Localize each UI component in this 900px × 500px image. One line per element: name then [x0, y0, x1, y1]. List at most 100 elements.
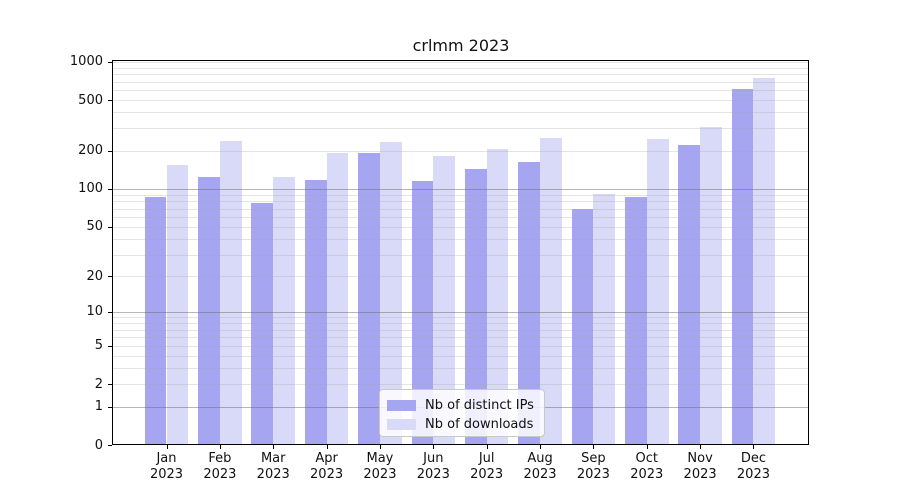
y-tick-mark — [108, 188, 112, 190]
minor-gridline — [113, 345, 809, 347]
legend-label-distinct-ips: Nb of distinct IPs — [425, 398, 534, 413]
bar-downloads — [326, 153, 349, 445]
minor-gridline — [113, 100, 809, 102]
x-tick-label: Sep 2023 — [576, 451, 610, 482]
y-tick-mark — [108, 276, 112, 278]
x-tick-mark — [593, 445, 595, 449]
y-tick-mark — [108, 150, 112, 152]
y-tick-label: 1000 — [69, 54, 103, 70]
bar-distinct-ips — [144, 196, 167, 445]
bar-distinct-ips — [358, 153, 380, 445]
bar-distinct-ips — [731, 89, 754, 445]
minor-gridline — [113, 67, 809, 69]
minor-gridline — [113, 226, 809, 228]
bar-distinct-ips — [624, 196, 647, 445]
y-tick-mark — [108, 61, 112, 63]
x-tick-label: Dec 2023 — [736, 451, 770, 482]
y-tick-mark — [108, 100, 112, 102]
minor-gridline — [113, 112, 809, 114]
y-tick-mark — [108, 311, 112, 313]
major-gridline — [113, 188, 809, 190]
minor-gridline — [113, 194, 809, 196]
x-tick-mark — [753, 445, 755, 449]
major-gridline — [113, 311, 809, 313]
x-tick-label: May 2023 — [363, 451, 397, 482]
legend-swatch-downloads — [387, 419, 416, 430]
minor-gridline — [113, 323, 809, 325]
bar-distinct-ips — [411, 180, 434, 445]
x-tick-label: Feb 2023 — [203, 451, 237, 482]
x-tick-label: Aug 2023 — [523, 451, 557, 482]
x-tick-mark — [433, 445, 435, 449]
legend-swatch-distinct-ips — [387, 400, 416, 411]
x-tick-mark — [379, 445, 381, 449]
minor-gridline — [113, 61, 809, 63]
y-tick-mark — [108, 226, 112, 228]
minor-gridline — [113, 368, 809, 370]
bar-downloads — [593, 194, 616, 445]
bar-downloads — [486, 149, 509, 445]
legend-item-distinct-ips: Nb of distinct IPs — [387, 397, 536, 414]
y-tick-label: 500 — [78, 92, 103, 108]
x-tick-mark — [700, 445, 702, 449]
chart-title: crlmm 2023 — [412, 36, 510, 55]
bar-downloads — [646, 138, 669, 445]
x-tick-mark — [540, 445, 542, 449]
minor-gridline — [113, 90, 809, 92]
bar-distinct-ips — [518, 162, 541, 445]
minor-gridline — [113, 81, 809, 83]
x-tick-label: Mar 2023 — [256, 451, 290, 482]
bar-downloads — [273, 177, 296, 445]
bar-distinct-ips — [198, 177, 220, 445]
minor-gridline — [113, 254, 809, 256]
bar-downloads — [700, 126, 722, 445]
bar-distinct-ips — [571, 209, 594, 445]
x-tick-mark — [326, 445, 328, 449]
minor-gridline — [113, 355, 809, 357]
minor-gridline — [113, 238, 809, 240]
x-tick-label: Apr 2023 — [310, 451, 344, 482]
y-tick-label: 0 — [94, 437, 103, 453]
x-tick-label: Jul 2023 — [470, 451, 504, 482]
minor-gridline — [113, 329, 809, 331]
minor-gridline — [113, 216, 809, 218]
bar-distinct-ips — [251, 203, 274, 445]
bar-distinct-ips — [678, 144, 701, 445]
x-tick-mark — [219, 445, 221, 449]
y-tick-label: 2 — [94, 376, 103, 392]
bar-downloads — [219, 141, 242, 445]
y-tick-label: 50 — [86, 219, 103, 235]
y-tick-label: 20 — [86, 268, 103, 284]
y-tick-label: 1 — [94, 399, 103, 415]
legend: Nb of distinct IPs Nb of downloads — [379, 389, 545, 437]
y-tick-mark — [108, 445, 112, 446]
bar-downloads — [166, 164, 189, 445]
x-tick-label: Jun 2023 — [416, 451, 450, 482]
x-tick-mark — [166, 445, 168, 449]
minor-gridline — [113, 74, 809, 76]
bar-downloads — [433, 156, 456, 445]
minor-gridline — [113, 337, 809, 339]
legend-label-downloads: Nb of downloads — [425, 417, 534, 432]
y-tick-label: 10 — [86, 304, 103, 320]
bar-distinct-ips — [464, 169, 487, 445]
x-tick-label: Oct 2023 — [630, 451, 664, 482]
x-tick-mark — [646, 445, 648, 449]
legend-item-downloads: Nb of downloads — [387, 416, 536, 433]
y-tick-mark — [108, 406, 112, 408]
minor-gridline — [113, 208, 809, 210]
x-tick-mark — [273, 445, 275, 449]
bar-downloads — [540, 138, 562, 445]
y-tick-label: 100 — [78, 181, 103, 197]
bar-downloads — [753, 77, 776, 445]
minor-gridline — [113, 317, 809, 319]
y-tick-mark — [108, 384, 112, 386]
minor-gridline — [113, 150, 809, 152]
bar-distinct-ips — [304, 179, 327, 445]
x-tick-label: Jan 2023 — [149, 451, 184, 482]
minor-gridline — [113, 128, 809, 130]
minor-gridline — [113, 201, 809, 203]
minor-gridline — [113, 276, 809, 278]
y-tick-label: 5 — [94, 338, 103, 354]
